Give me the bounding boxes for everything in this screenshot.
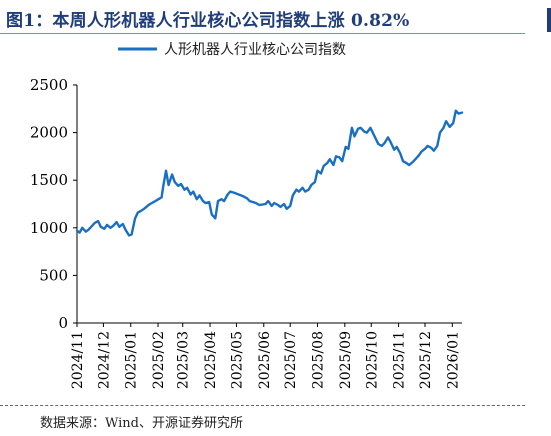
x-tick-label: 2025/05 [229,331,245,389]
edge-mark-top [547,8,551,32]
axes-layer [76,85,462,324]
y-tick-label: 1000 [30,219,68,237]
x-tick-label: 2025/02 [151,331,167,389]
x-tick-label: 2025/12 [418,331,434,389]
x-tick-label: 2025/06 [257,331,273,389]
y-tick-label: 500 [39,266,68,284]
y-tick-label: 0 [58,314,68,332]
x-tick-label: 2025/07 [283,331,299,389]
x-tick-label: 2025/03 [176,331,192,389]
x-tick-label: 2025/09 [338,331,354,389]
title-underline [0,33,525,34]
figure-title: 图1：本周人形机器人行业核心公司指数上涨 0.82% [6,11,410,31]
x-tick-label: 2025/08 [311,331,327,389]
x-tick-label: 2024/11 [70,331,86,389]
x-tick-label: 2025/11 [392,331,408,389]
y-tick-label: 2000 [30,124,68,142]
y-tick-label: 2500 [30,76,68,94]
x-tick-label: 2025/01 [124,331,140,389]
legend-label: 人形机器人行业核心公司指数 [164,42,346,58]
x-tick-label: 2024/12 [96,331,112,389]
source-divider [0,405,525,406]
legend: 人形机器人行业核心公司指数 [118,42,346,58]
line-chart: 0 500 1000 1500 2000 2500 2024/11 2024/12 2025/0… [30,42,464,389]
x-tick-label: 2026/01 [445,331,461,389]
tick-layer: 0 500 1000 1500 2000 2500 2024/11 2024/12 2025/0… [30,76,461,389]
series-line [75,109,464,237]
x-tick-label: 2025/04 [203,331,219,389]
source-note: 数据来源：Wind、开源证券研究所 [40,416,243,431]
x-tick-label: 2025/10 [364,331,380,389]
series-layer [75,109,464,237]
y-tick-label: 1500 [30,171,68,189]
